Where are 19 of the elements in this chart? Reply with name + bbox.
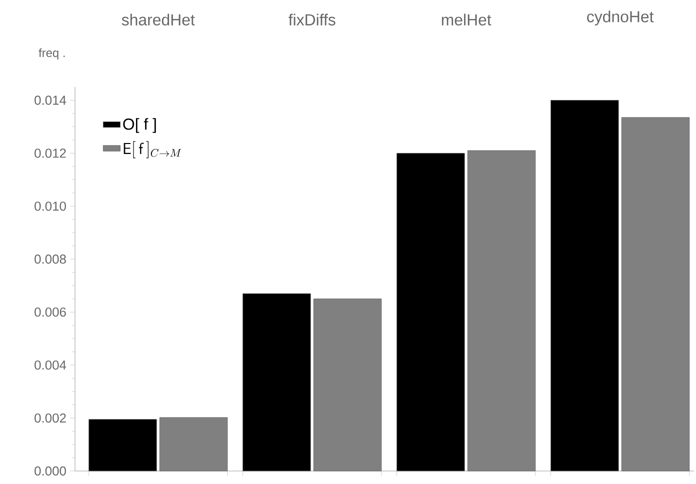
bar — [242, 293, 311, 472]
x-tick-label: sharedHet — [122, 14, 195, 26]
bar — [88, 419, 157, 472]
y-tick-label: 0.010 — [34, 202, 66, 211]
bar — [396, 152, 465, 472]
x-tick-label: cydnoHet — [587, 10, 654, 26]
y-tick-label: 0.014 — [34, 96, 66, 105]
y-tick-label: 0.002 — [34, 413, 66, 423]
y-tick-label: 0.000 — [34, 466, 66, 476]
legend-label: O[ f ] — [123, 118, 156, 133]
legend-label: $\mathsf{E}[\,\mathsf{f}\,]_{C \to M}$ — [124, 141, 182, 158]
y-axis-title: freq . — [38, 48, 65, 60]
x-tick-label: fixDiffs — [288, 14, 336, 26]
y-tick-label: 0.008 — [34, 254, 66, 264]
bar — [550, 100, 619, 472]
y-tick-label: 0.012 — [34, 148, 66, 158]
y-tick-label: 0.006 — [34, 308, 66, 317]
x-tick-label: melHet — [442, 14, 492, 26]
y-tick-label: 0.004 — [34, 360, 66, 370]
